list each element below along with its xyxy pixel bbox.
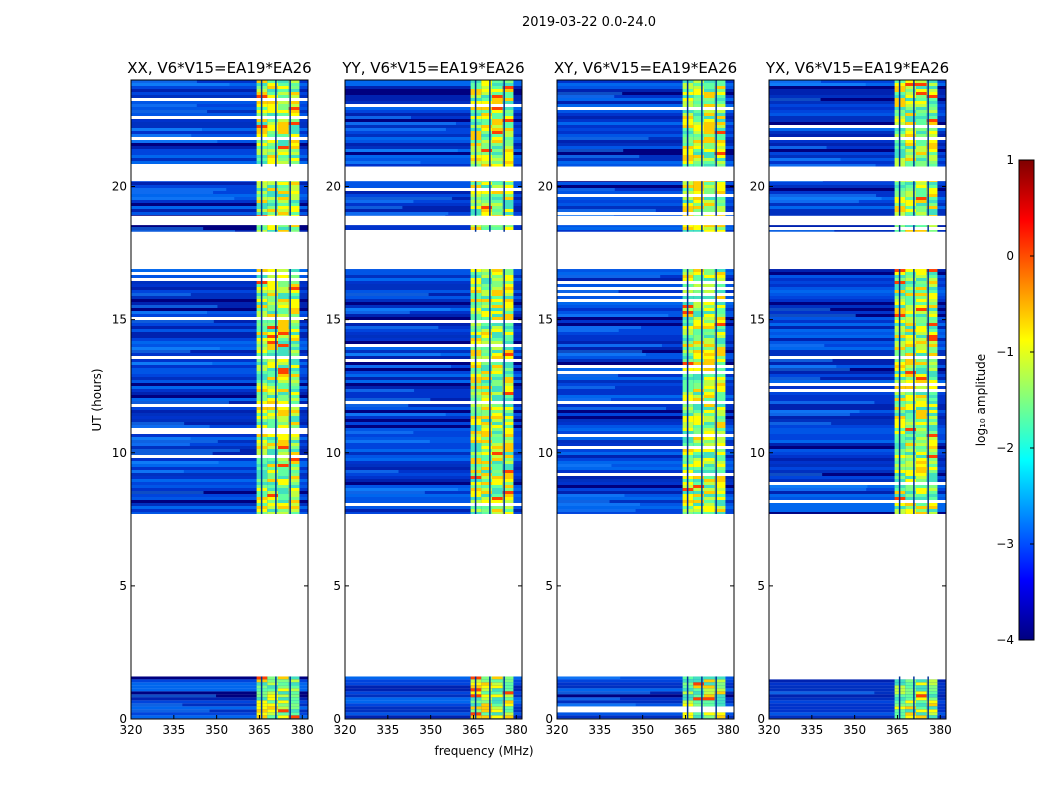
panel-title: YX, V6*V15=EA19*EA26 — [765, 59, 949, 77]
figure-title: 2019-03-22 0.0-24.0 — [522, 15, 656, 30]
flagged-gap — [345, 231, 522, 270]
flagged-gap — [557, 215, 734, 226]
x-tick-label: 350 — [205, 723, 228, 737]
x-tick-label: 365 — [886, 723, 909, 737]
colorbar-tick-label: 1 — [1006, 153, 1014, 167]
y-tick-label: 0 — [119, 712, 127, 726]
y-tick-label: 20 — [750, 180, 765, 194]
flagged-gap — [131, 231, 308, 270]
flagged-gap — [769, 231, 946, 270]
x-tick-label: 320 — [546, 723, 569, 737]
x-tick-label: 380 — [505, 723, 528, 737]
x-tick-label: 335 — [588, 723, 611, 737]
y-tick-label: 0 — [545, 712, 553, 726]
flagged-gap — [769, 513, 946, 677]
y-tick-label: 10 — [112, 446, 127, 460]
y-tick-label: 15 — [112, 313, 127, 327]
panel-frame — [556, 79, 735, 720]
flagged-gap — [131, 166, 308, 182]
panel-xy: XY, V6*V15=EA19*EA26 320 335 350 365 380 0 5 10 1… — [538, 59, 740, 737]
colorbar-label: log₁₀ amplitude — [974, 354, 988, 446]
y-tick-label: 15 — [326, 313, 341, 327]
colorbar-tick-label: −1 — [996, 345, 1014, 359]
flagged-gap — [345, 513, 522, 677]
colorbar: 1 0 −1 −2 −3 −4 log₁₀ amplitude — [974, 153, 1035, 647]
flagged-gap — [557, 513, 734, 677]
y-axis-label: UT (hours) — [90, 368, 104, 431]
y-tick-label: 0 — [757, 712, 765, 726]
flagged-gap — [131, 215, 308, 226]
x-tick-label: 335 — [162, 723, 185, 737]
colorbar-tick-label: −2 — [996, 441, 1014, 455]
y-tick-label: 10 — [326, 446, 341, 460]
panel-xx: XX, V6*V15=EA19*EA26 320 335 350 365 380 0 5 10 1… — [112, 59, 314, 737]
x-tick-label: 350 — [631, 723, 654, 737]
x-tick-label: 365 — [462, 723, 485, 737]
flagged-gap — [557, 231, 734, 270]
x-tick-label: 380 — [929, 723, 952, 737]
y-tick-label: 5 — [333, 579, 341, 593]
x-tick-label: 335 — [376, 723, 399, 737]
flagged-gap — [131, 513, 308, 677]
y-tick-label: 5 — [757, 579, 765, 593]
x-tick-label: 335 — [800, 723, 823, 737]
y-tick-label: 15 — [750, 313, 765, 327]
panel-title: YY, V6*V15=EA19*EA26 — [341, 59, 524, 77]
panel-frame — [130, 79, 309, 720]
y-tick-label: 20 — [112, 180, 127, 194]
panel-yx: YX, V6*V15=EA19*EA26 320 335 350 365 380 0 5 10 1… — [750, 59, 952, 737]
y-tick-label: 0 — [333, 712, 341, 726]
panel-frame — [344, 79, 523, 720]
y-tick-label: 5 — [545, 579, 553, 593]
x-tick-label: 350 — [419, 723, 442, 737]
colorbar-tick-label: −4 — [996, 633, 1014, 647]
colorbar-tick-label: 0 — [1006, 249, 1014, 263]
x-tick-label: 320 — [334, 723, 357, 737]
x-tick-label: 350 — [843, 723, 866, 737]
flagged-gap — [345, 215, 522, 226]
panel-yy: YY, V6*V15=EA19*EA26 320 335 350 365 380 0 5 10 1… — [326, 59, 528, 737]
panel-title: XX, V6*V15=EA19*EA26 — [127, 59, 311, 77]
x-tick-label: 380 — [291, 723, 314, 737]
x-tick-label: 365 — [248, 723, 271, 737]
y-tick-label: 20 — [326, 180, 341, 194]
y-tick-label: 15 — [538, 313, 553, 327]
colorbar-tick-label: −3 — [996, 537, 1014, 551]
y-tick-label: 5 — [119, 579, 127, 593]
panel-frame — [768, 79, 947, 720]
colorbar-gradient — [1018, 159, 1035, 641]
y-tick-label: 10 — [538, 446, 553, 460]
x-axis-label: frequency (MHz) — [434, 744, 533, 758]
flagged-gap — [769, 166, 946, 182]
x-tick-label: 380 — [717, 723, 740, 737]
y-tick-label: 20 — [538, 180, 553, 194]
panel-title: XY, V6*V15=EA19*EA26 — [554, 59, 737, 77]
x-tick-label: 365 — [674, 723, 697, 737]
flagged-gap — [345, 166, 522, 182]
x-tick-label: 320 — [120, 723, 143, 737]
flagged-gap — [769, 215, 946, 226]
y-tick-label: 10 — [750, 446, 765, 460]
x-tick-label: 320 — [758, 723, 781, 737]
flagged-gap — [557, 166, 734, 182]
